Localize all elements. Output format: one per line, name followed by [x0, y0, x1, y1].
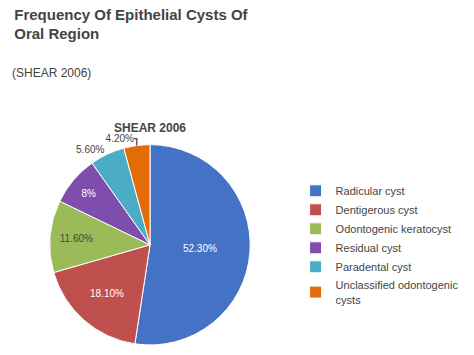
svg-text:(SHEAR 2006): (SHEAR 2006): [12, 66, 91, 80]
svg-text:Frequency Of Epithelial Cysts: Frequency Of Epithelial Cysts OfOral Reg…: [14, 6, 248, 43]
svg-text:Unclassified odontogeniccysts: Unclassified odontogeniccysts: [336, 279, 459, 305]
svg-text:5.60%: 5.60%: [76, 144, 104, 155]
svg-text:Odontogenic keratocyst: Odontogenic keratocyst: [336, 223, 452, 235]
svg-text:Paradental cyst: Paradental cyst: [336, 261, 412, 273]
svg-text:8%: 8%: [81, 188, 96, 199]
svg-text:SHEAR 2006: SHEAR 2006: [114, 121, 186, 135]
svg-text:18.10%: 18.10%: [90, 288, 124, 299]
svg-text:Residual cyst: Residual cyst: [336, 242, 401, 254]
svg-text:Radicular cyst: Radicular cyst: [336, 185, 405, 197]
svg-text:Dentigerous cyst: Dentigerous cyst: [336, 204, 418, 216]
svg-text:11.60%: 11.60%: [60, 233, 93, 244]
svg-text:52.30%: 52.30%: [183, 243, 217, 254]
svg-text:4.20%: 4.20%: [106, 133, 134, 144]
